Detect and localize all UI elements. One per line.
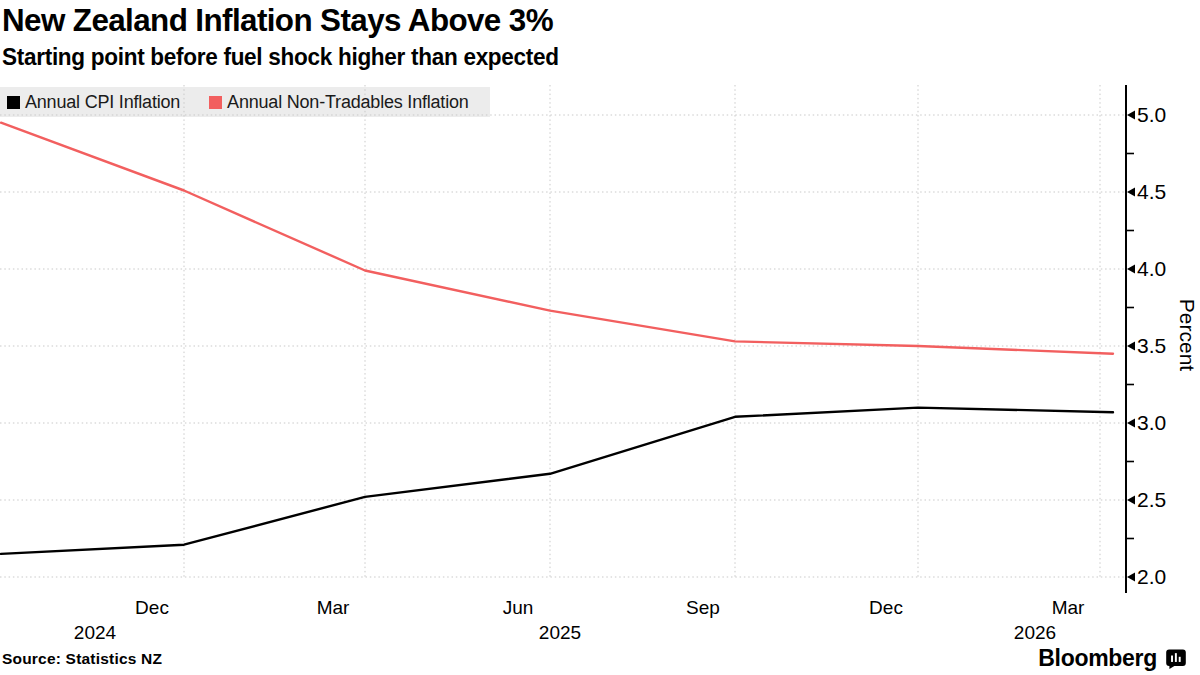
y-tick-arrow-icon — [1127, 342, 1135, 351]
year-label: 2024 — [74, 622, 117, 643]
y-tick-label: 2.5 — [1137, 488, 1166, 511]
y-tick-arrow-icon — [1127, 496, 1135, 505]
y-tick-label: 2.0 — [1137, 565, 1166, 588]
x-tick-label: Jun — [503, 597, 534, 618]
legend-item-non-tradables: Annual Non-Tradables Inflation — [209, 92, 468, 113]
legend-label-cpi: Annual CPI Inflation — [25, 92, 180, 113]
y-tick-label: 3.5 — [1137, 334, 1166, 357]
x-tick-label: Mar — [317, 597, 350, 618]
y-tick-arrow-icon — [1127, 111, 1135, 120]
y-tick-arrow-icon — [1127, 573, 1135, 582]
y-tick-label: 4.5 — [1137, 180, 1166, 203]
bloomberg-inflation-chart: New Zealand Inflation Stays Above 3% Sta… — [0, 0, 1200, 675]
y-tick-arrow-icon — [1127, 419, 1135, 428]
cpi-series-swatch-icon — [7, 96, 20, 109]
y-axis-title: Percent — [1176, 299, 1199, 372]
cpi-line — [1, 408, 1113, 554]
y-tick-arrow-icon — [1127, 265, 1135, 274]
y-tick-label: 4.0 — [1137, 257, 1166, 280]
x-tick-label: Dec — [135, 597, 169, 618]
x-tick-label: Mar — [1052, 597, 1085, 618]
non-tradables-series-swatch-icon — [209, 96, 222, 109]
y-tick-arrow-icon — [1127, 188, 1135, 197]
x-tick-label: Sep — [686, 597, 720, 618]
legend: Annual CPI Inflation Annual Non-Tradable… — [7, 87, 469, 117]
legend-item-cpi: Annual CPI Inflation — [7, 92, 180, 113]
y-tick-label: 3.0 — [1137, 411, 1166, 434]
x-tick-label: Dec — [869, 597, 903, 618]
year-label: 2026 — [1014, 622, 1056, 643]
legend-label-non-tradables: Annual Non-Tradables Inflation — [227, 92, 468, 113]
non-tradables-line — [1, 123, 1113, 354]
year-label: 2025 — [539, 622, 581, 643]
y-tick-label: 5.0 — [1137, 103, 1166, 126]
